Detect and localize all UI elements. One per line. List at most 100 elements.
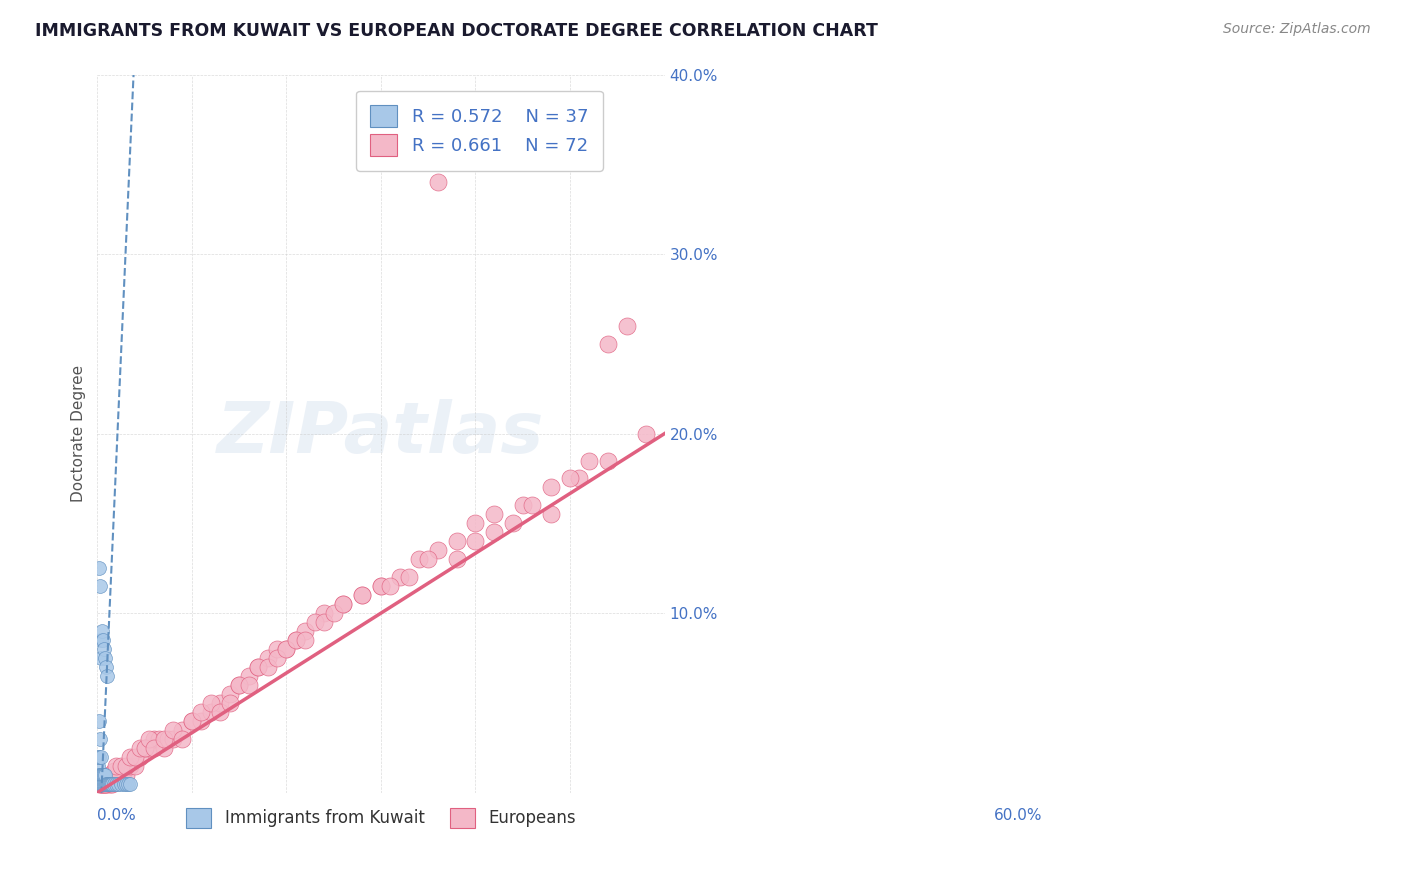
Point	[124, 749, 146, 764]
Point	[94, 777, 117, 791]
Point	[238, 678, 260, 692]
Point	[96, 772, 118, 786]
Point	[152, 731, 174, 746]
Point	[294, 624, 316, 638]
Point	[484, 525, 506, 540]
Point	[94, 777, 117, 791]
Point	[96, 669, 118, 683]
Point	[107, 777, 129, 791]
Point	[98, 777, 121, 791]
Point	[112, 777, 135, 791]
Point	[120, 749, 142, 764]
Point	[418, 552, 440, 566]
Point	[89, 714, 111, 728]
Y-axis label: Doctorate Degree: Doctorate Degree	[72, 365, 86, 502]
Point	[446, 552, 468, 566]
Point	[107, 772, 129, 786]
Point	[100, 777, 122, 791]
Point	[89, 749, 111, 764]
Point	[103, 777, 125, 791]
Point	[380, 579, 402, 593]
Point	[388, 570, 411, 584]
Point	[502, 516, 524, 531]
Point	[94, 660, 117, 674]
Point	[96, 777, 118, 791]
Point	[304, 615, 326, 629]
Point	[558, 471, 581, 485]
Point	[89, 731, 111, 746]
Text: ZIPatlas: ZIPatlas	[218, 399, 544, 468]
Point	[172, 723, 194, 737]
Point	[100, 767, 122, 781]
Point	[94, 777, 117, 791]
Point	[124, 758, 146, 772]
Point	[143, 740, 166, 755]
Point	[276, 642, 298, 657]
Point	[464, 516, 486, 531]
Point	[91, 767, 114, 781]
Point	[314, 615, 336, 629]
Point	[91, 777, 114, 791]
Point	[128, 749, 150, 764]
Point	[114, 758, 136, 772]
Point	[228, 678, 250, 692]
Point	[152, 740, 174, 755]
Point	[294, 633, 316, 648]
Point	[91, 777, 114, 791]
Point	[616, 318, 638, 333]
Point	[190, 714, 212, 728]
Point	[522, 499, 544, 513]
Text: Source: ZipAtlas.com: Source: ZipAtlas.com	[1223, 22, 1371, 37]
Point	[96, 777, 118, 791]
Point	[89, 777, 111, 791]
Point	[90, 749, 112, 764]
Point	[370, 579, 392, 593]
Point	[103, 772, 125, 786]
Point	[484, 508, 506, 522]
Point	[138, 740, 160, 755]
Point	[408, 552, 430, 566]
Point	[110, 767, 132, 781]
Point	[89, 777, 111, 791]
Point	[266, 642, 288, 657]
Point	[284, 633, 307, 648]
Legend: Immigrants from Kuwait, Europeans: Immigrants from Kuwait, Europeans	[180, 801, 582, 835]
Point	[94, 777, 117, 791]
Point	[114, 777, 136, 791]
Point	[276, 642, 298, 657]
Point	[209, 705, 232, 719]
Text: IMMIGRANTS FROM KUWAIT VS EUROPEAN DOCTORATE DEGREE CORRELATION CHART: IMMIGRANTS FROM KUWAIT VS EUROPEAN DOCTO…	[35, 22, 877, 40]
Point	[112, 764, 135, 778]
Point	[100, 777, 122, 791]
Point	[97, 767, 120, 781]
Point	[105, 758, 128, 772]
Text: 60.0%: 60.0%	[994, 808, 1043, 823]
Point	[87, 777, 110, 791]
Point	[596, 336, 619, 351]
Point	[89, 579, 111, 593]
Point	[134, 740, 156, 755]
Point	[89, 767, 111, 781]
Point	[120, 777, 142, 791]
Point	[89, 561, 111, 575]
Point	[512, 499, 534, 513]
Point	[90, 777, 112, 791]
Point	[322, 606, 344, 620]
Point	[314, 606, 336, 620]
Point	[464, 534, 486, 549]
Point	[114, 767, 136, 781]
Point	[266, 651, 288, 665]
Point	[93, 642, 115, 657]
Point	[94, 777, 117, 791]
Point	[128, 740, 150, 755]
Point	[101, 777, 124, 791]
Point	[97, 777, 120, 791]
Point	[91, 767, 114, 781]
Point	[162, 723, 184, 737]
Point	[332, 597, 354, 611]
Point	[162, 731, 184, 746]
Point	[134, 740, 156, 755]
Point	[143, 731, 166, 746]
Point	[120, 758, 142, 772]
Point	[89, 777, 111, 791]
